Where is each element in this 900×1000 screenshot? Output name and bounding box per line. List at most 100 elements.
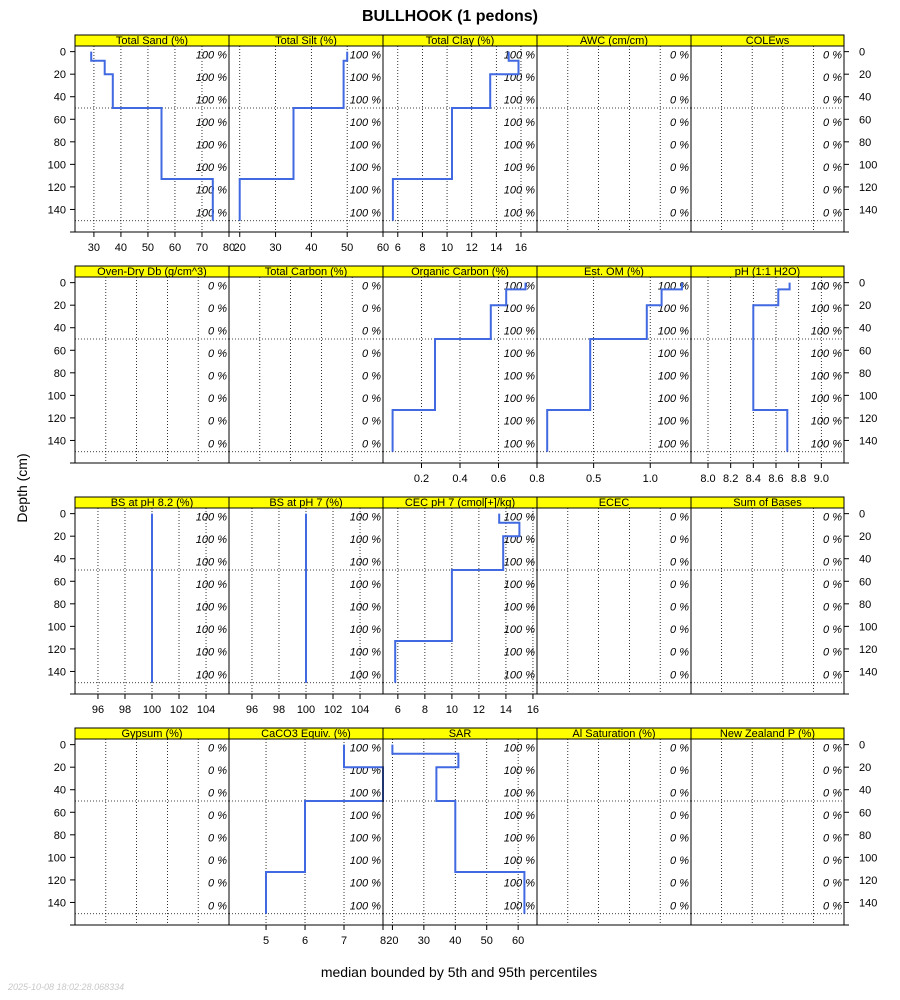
x-tick-label: 102 — [324, 704, 342, 716]
y-tick-label-left: 80 — [54, 137, 66, 149]
percent-label: 0 % — [823, 162, 842, 174]
percent-label: 100 % — [350, 140, 381, 152]
x-tick-label: 8 — [419, 242, 425, 254]
percent-label: 100 % — [658, 326, 689, 338]
percent-label: 0 % — [670, 810, 689, 822]
x-tick-label: 104 — [197, 704, 215, 716]
percent-label: 100 % — [196, 602, 227, 614]
x-tick-label: 12 — [473, 704, 485, 716]
percent-label: 0 % — [823, 855, 842, 867]
x-tick-label: 40 — [305, 242, 317, 254]
percent-label: 0 % — [362, 393, 381, 405]
y-tick-label-right: 80 — [859, 368, 871, 380]
percent-label: 0 % — [208, 855, 227, 867]
panel: ECEC 0 % 0 % 0 % 0 % 0 % 0 % 0 % 0 % — [536, 496, 692, 695]
panel-title: Total Carbon (%) — [265, 266, 348, 278]
x-tick-label: 8.8 — [791, 473, 806, 485]
y-tick-label-right: 140 — [859, 204, 877, 216]
panel-title: CaCO3 Equiv. (%) — [261, 728, 351, 740]
x-tick-label: 60 — [169, 242, 181, 254]
panel-title: Oven-Dry Db (g/cm^3) — [97, 266, 207, 278]
y-tick-label-right: 20 — [859, 531, 871, 543]
y-tick-label-right: 20 — [859, 762, 871, 774]
y-tick-label-left: 60 — [54, 807, 66, 819]
percent-label: 0 % — [362, 348, 381, 360]
percent-label: 0 % — [823, 900, 842, 912]
y-tick-label-right: 0 — [859, 278, 865, 290]
y-tick-label-left: 40 — [54, 92, 66, 104]
y-tick-label-left: 60 — [54, 576, 66, 588]
y-tick-label-right: 40 — [859, 323, 871, 335]
x-tick-label: 30 — [88, 242, 100, 254]
percent-label: 0 % — [208, 742, 227, 754]
y-tick-label-left: 120 — [48, 644, 66, 656]
y-tick-label-left: 140 — [48, 897, 66, 909]
percent-label: 100 % — [504, 788, 535, 800]
profile-line — [394, 513, 521, 683]
percent-label: 100 % — [196, 95, 227, 107]
percent-label: 100 % — [504, 765, 535, 777]
percent-label: 100 % — [350, 162, 381, 174]
percent-label: 100 % — [504, 348, 535, 360]
profile-line — [238, 51, 349, 221]
y-tick-label-left: 20 — [54, 300, 66, 312]
panel: BS at pH 8.2 (%)100 %100 %100 %100 %100 … — [74, 496, 230, 716]
percent-label: 100 % — [504, 185, 535, 197]
y-tick-label-right: 140 — [859, 666, 877, 678]
x-tick-label: 6 — [395, 242, 401, 254]
percent-label: 0 % — [208, 810, 227, 822]
percent-label: 100 % — [196, 207, 227, 219]
percent-label: 0 % — [208, 303, 227, 315]
percent-label: 100 % — [504, 855, 535, 867]
y-tick-label-left: 80 — [54, 830, 66, 842]
percent-label: 100 % — [504, 49, 535, 61]
percent-label: 0 % — [670, 511, 689, 523]
panel: Total Carbon (%) 0 % 0 % 0 % 0 % 0 % 0 % 0 % 0 % — [228, 265, 384, 464]
y-tick-label-right: 100 — [859, 159, 877, 171]
percent-label: 100 % — [504, 117, 535, 129]
x-tick-label: 0.6 — [491, 473, 506, 485]
x-tick-label: 0.2 — [414, 473, 429, 485]
x-tick-label: 40 — [115, 242, 127, 254]
panel-border — [690, 507, 845, 695]
percent-label: 100 % — [350, 788, 381, 800]
percent-label: 100 % — [504, 326, 535, 338]
percent-label: 0 % — [362, 326, 381, 338]
percent-label: 0 % — [670, 647, 689, 659]
percent-label: 100 % — [504, 602, 535, 614]
percent-label: 100 % — [196, 185, 227, 197]
x-tick-label: 8.2 — [723, 473, 738, 485]
y-tick-label-left: 40 — [54, 785, 66, 797]
percent-label: 0 % — [670, 117, 689, 129]
panel-title: Al Saturation (%) — [572, 728, 655, 740]
x-tick-label: 0.5 — [586, 473, 601, 485]
percent-label: 100 % — [504, 557, 535, 569]
panel-title: Est. OM (%) — [584, 266, 644, 278]
percent-label: 100 % — [811, 438, 842, 450]
panel-title: pH (1:1 H2O) — [735, 266, 800, 278]
panel-title: COLEws — [746, 35, 790, 47]
y-tick-label-left: 100 — [48, 852, 66, 864]
panel-title: BS at pH 8.2 (%) — [111, 497, 194, 509]
x-tick-label: 40 — [449, 935, 461, 947]
panel-title: Total Sand (%) — [116, 35, 188, 47]
panel-border — [228, 276, 384, 464]
percent-label: 100 % — [350, 833, 381, 845]
percent-label: 0 % — [208, 833, 227, 845]
percent-label: 0 % — [823, 647, 842, 659]
x-tick-label: 102 — [170, 704, 188, 716]
percent-label: 0 % — [208, 326, 227, 338]
percent-label: 0 % — [670, 95, 689, 107]
percent-label: 0 % — [670, 624, 689, 636]
percent-label: 100 % — [811, 371, 842, 383]
y-tick-label-left: 20 — [54, 69, 66, 81]
panel-border — [690, 276, 845, 464]
percent-label: 0 % — [823, 117, 842, 129]
x-tick-label: 70 — [196, 242, 208, 254]
x-tick-label: 50 — [341, 242, 353, 254]
panel-title: New Zealand P (%) — [720, 728, 815, 740]
x-tick-label: 60 — [512, 935, 524, 947]
percent-label: 100 % — [504, 833, 535, 845]
percent-label: 100 % — [196, 49, 227, 61]
